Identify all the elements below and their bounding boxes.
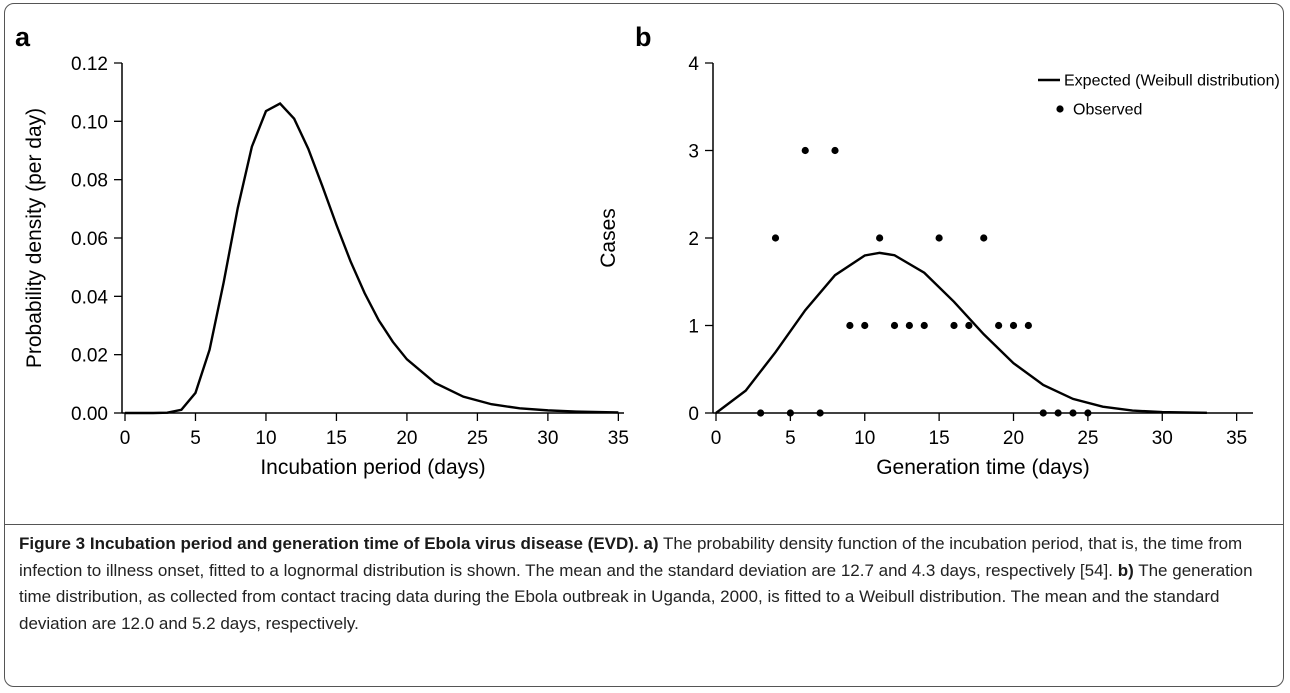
observed-point [950,321,958,330]
y-tick-label: 0.10 [71,112,108,133]
y-tick-label: 0.08 [71,171,108,192]
panel-label: a [15,22,31,52]
y-tick-label: 0.04 [71,287,108,308]
y-tick-label: 0.00 [71,404,108,425]
observed-point [890,321,899,330]
x-tick-label: 25 [1077,428,1098,449]
observed-point [1024,321,1032,330]
curve [125,102,619,415]
y-tick-label: 0.02 [71,346,108,367]
y-tick-label: 4 [688,54,699,75]
y-tick-label: 0 [688,404,699,425]
panel-label: b [635,22,652,52]
observed-point [831,146,839,155]
observed-point [861,321,869,330]
x-tick-label: 35 [1226,428,1247,449]
figure-frame: a 0.00 0.02 0.04 0.06 0.08 0.10 0.12 0 5 10 15 20 25 3… [4,3,1284,687]
y-tick-label: 3 [688,142,699,163]
x-tick-label: 15 [929,428,950,449]
y-axis-label: Cases [597,208,620,268]
caption-b-text: The generation time distribution, as col… [19,560,1253,633]
x-tick-label: 0 [711,428,722,449]
y-tick-label: 2 [688,229,699,250]
x-axis-label: Generation time (days) [876,456,1090,479]
observed-point [786,409,794,417]
figure-plots: a0.000.020.040.060.080.100.120 5 10 15 20 25 3… [15,22,1280,479]
x-tick-label: 20 [1003,428,1024,449]
legend-marker [1056,105,1064,113]
x-tick-label: 30 [1152,428,1173,449]
caption-a-label: a) [643,534,659,553]
observed-point [816,409,824,417]
caption-a-text: The probability density function of the … [19,534,1243,580]
x-tick-label: 30 [537,428,558,449]
x-tick-label: 5 [785,428,796,449]
y-axis-label: Probability density (per day) [23,108,46,368]
y-tick-label: 1 [688,317,699,338]
y-tick-label: 0.06 [71,229,108,250]
observed-point [935,234,943,242]
observed-point [771,234,780,242]
observed-point [920,321,928,330]
x-tick-label: 15 [326,428,347,449]
observed-point [995,321,1003,330]
caption-b-label: b) [1117,560,1134,580]
observed-point [965,321,973,330]
observed-point [1054,409,1062,417]
observed-point [757,409,765,417]
y-tick-label: 0.12 [71,54,108,75]
observed-point [1039,409,1047,417]
x-tick-label: 35 [608,428,629,449]
x-axis-label: Incubation period (days) [260,456,485,479]
observed-point [1069,409,1077,417]
caption: Figure 3 Incubation period and generatio… [5,524,1283,637]
observed-point [846,321,854,330]
x-tick-label: 10 [255,428,276,449]
observed-point [905,321,913,330]
x-tick-label: 20 [396,428,417,449]
observed-point [980,234,988,242]
observed-point [1084,409,1092,417]
observed-point [801,146,809,155]
observed-point [876,234,884,242]
x-tick-label: 0 [120,428,131,449]
x-tick-label: 10 [854,428,875,449]
x-tick-label: 25 [467,428,488,449]
caption-title: Figure 3 Incubation period and generatio… [19,534,639,553]
curve [715,251,1207,415]
x-tick-label: 5 [190,428,201,449]
observed-point [1009,321,1018,330]
legend-label: Observed [1073,102,1142,119]
legend-label: Expected (Weibull distribution) [1064,73,1280,90]
